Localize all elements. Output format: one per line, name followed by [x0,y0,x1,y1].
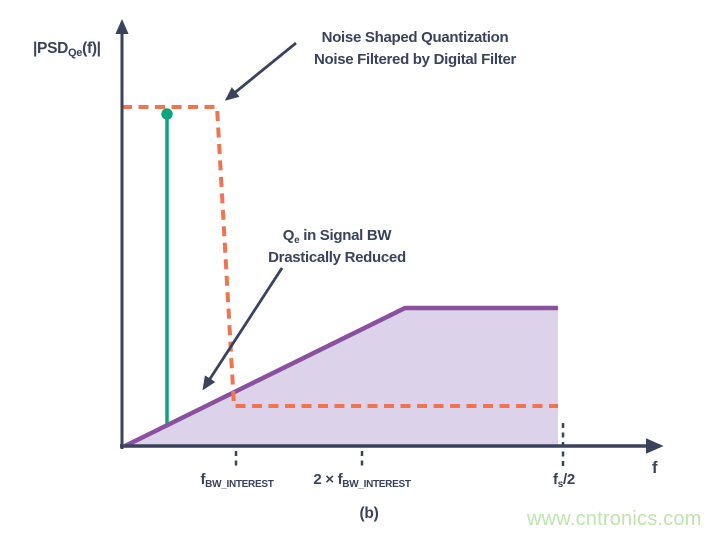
x-tick-label-fbw-interest: fBW_INTEREST [162,471,312,490]
annotation-qe-pre: Q [282,227,295,244]
y-axis-label: |PSDQe(f)| [33,40,101,59]
annotation-qe-rest: in Signal BW [299,227,392,244]
y-axis-label-subscript: Qe [68,47,83,59]
x-tick-label-2x-fbw-interest: 2 × fBW_INTEREST [277,471,447,490]
shaped-noise-area [125,308,558,446]
watermark-text: www.cntronics.com [527,508,702,530]
figure-caption: (b) [359,505,379,522]
annotation-noise-line1: Noise Shaped Quantization [321,29,509,46]
tick1-subscript: BW_INTEREST [205,479,274,490]
arrow-to-dashed-corner [224,41,297,101]
x-tick-label-fs-over-2: fs/2 [524,471,604,490]
tick3-post: /2 [563,471,575,488]
tick3-pre: f [553,471,558,488]
annotation-qe-reduced: Qe in Signal BW Drastically Reduced [247,226,427,268]
tick2-pre: 2 × f [313,471,343,488]
y-axis-label-post: (f)| [82,40,101,57]
tick1-pre: f [200,471,206,488]
y-axis-label-pre: |PSD [33,40,69,57]
annotation-qe-line2: Drastically Reduced [268,249,406,266]
tick2-subscript: BW_INTEREST [342,479,411,490]
tick3-subscript: s [557,479,564,490]
x-axis-label: f [652,459,658,477]
arrow-to-noise-ramp [202,267,284,391]
annotation-qe-subscript: e [294,235,300,246]
annotation-noise-filtered: Noise Shaped Quantization Noise Filtered… [290,27,540,71]
annotation-noise-line2: Noise Filtered by Digital Filter [313,51,517,68]
annotation-qe-line1: Qe in Signal BW [247,226,427,248]
signal-tone-dot [161,108,173,120]
shaped-noise-outline [124,305,558,449]
